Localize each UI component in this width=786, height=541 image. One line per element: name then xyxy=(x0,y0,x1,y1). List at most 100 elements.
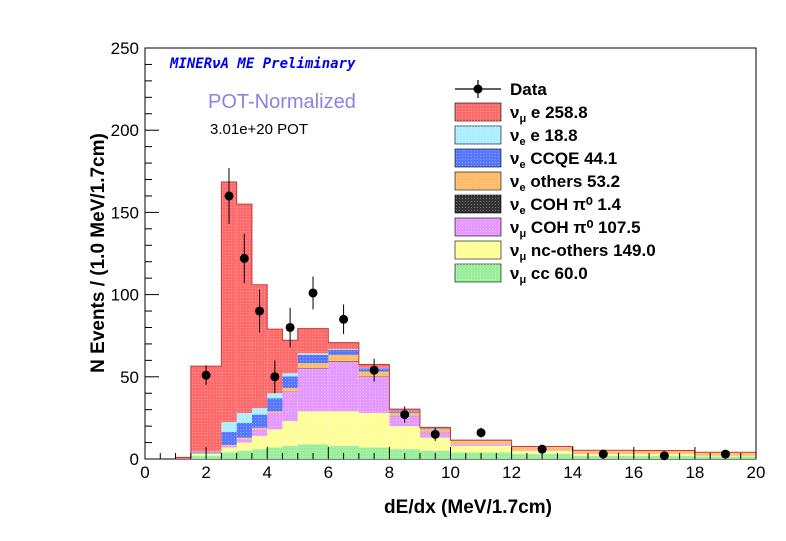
bar-hatch xyxy=(297,354,329,364)
bar-hatch xyxy=(236,442,252,451)
data-point xyxy=(537,444,547,454)
data-point xyxy=(339,314,349,324)
bar-hatch xyxy=(221,447,237,453)
x-tick-label: 12 xyxy=(502,463,521,482)
bar-hatch xyxy=(282,387,298,392)
legend-label: νμ e 258.8 xyxy=(510,103,588,125)
x-tick-label: 2 xyxy=(201,463,210,482)
data-point xyxy=(255,306,265,316)
x-tick-label: 20 xyxy=(747,463,766,482)
bar-hatch xyxy=(450,444,512,446)
bar-hatch xyxy=(450,440,512,445)
bar-hatch xyxy=(267,398,283,412)
y-tick-label: 50 xyxy=(120,368,139,387)
bar-hatch xyxy=(221,422,237,432)
y-tick-label: 250 xyxy=(111,39,139,58)
bar-hatch xyxy=(221,445,237,448)
pot-label: 3.01e+20 POT xyxy=(210,121,308,138)
legend-label: νμ nc-others 149.0 xyxy=(510,241,656,263)
data-point xyxy=(239,253,249,263)
bar-hatch xyxy=(267,429,283,448)
bar-hatch xyxy=(419,437,451,451)
bar-hatch xyxy=(328,362,359,412)
x-tick-label: 8 xyxy=(385,463,394,482)
bar-hatch xyxy=(282,376,298,388)
legend-swatch-hatch xyxy=(455,195,501,213)
y-tick-label: 100 xyxy=(111,286,139,305)
bar-hatch xyxy=(236,450,252,459)
bar-hatch xyxy=(282,340,298,374)
legend-swatch-hatch xyxy=(455,172,501,190)
x-axis-title: dE/dx (MeV/1.7cm) xyxy=(384,497,552,518)
bar-hatch xyxy=(328,342,359,350)
bar-hatch xyxy=(328,411,359,446)
data-point xyxy=(369,365,379,375)
bar-hatch xyxy=(282,445,298,459)
bar-hatch xyxy=(236,437,252,440)
legend-data-marker xyxy=(473,84,483,94)
legend-label: νμ COH π⁰ 107.5 xyxy=(510,218,641,240)
x-tick-label: 18 xyxy=(685,463,704,482)
bar-hatch xyxy=(221,181,237,423)
x-tick-label: 10 xyxy=(441,463,460,482)
bar-hatch xyxy=(251,449,268,459)
bar-hatch xyxy=(282,391,298,422)
banner-text: MINERνA ME Preliminary xyxy=(169,56,356,72)
data-points xyxy=(201,168,730,461)
stack-outline xyxy=(175,181,757,459)
legend: Data νμ e 258.8νe e 18.8νe CCQE 44.1νe ot… xyxy=(454,80,656,286)
data-point xyxy=(201,370,211,380)
y-tick-label: 200 xyxy=(111,121,139,140)
bar-hatch xyxy=(251,427,268,430)
data-point xyxy=(285,322,295,332)
legend-label: νμ cc 60.0 xyxy=(510,264,588,286)
bar-hatch xyxy=(389,426,420,450)
bar-hatch xyxy=(328,350,359,355)
bar-hatch xyxy=(221,445,237,446)
bar-hatch xyxy=(358,412,390,448)
bar-hatch xyxy=(282,421,298,446)
y-axis-title: N Events / (1.0 MeV/1.7cm) xyxy=(88,133,109,373)
bar-hatch xyxy=(267,447,283,459)
bar-hatch xyxy=(236,439,252,443)
bar-hatch xyxy=(297,363,329,369)
data-point xyxy=(430,429,440,439)
x-tick-label: 14 xyxy=(563,463,582,482)
bar-hatch xyxy=(450,445,512,453)
bar-hatch xyxy=(297,444,329,459)
legend-label: νe e 18.8 xyxy=(510,126,578,148)
legend-label: Data xyxy=(510,80,547,99)
legend-swatch-hatch xyxy=(455,264,501,282)
bar-hatch xyxy=(236,412,252,423)
bar-hatch xyxy=(328,354,359,362)
y-tick-label: 150 xyxy=(111,203,139,222)
subtitle-text: POT-Normalized xyxy=(208,91,356,113)
bar-hatch xyxy=(297,368,329,412)
bar-hatch xyxy=(236,422,252,438)
x-tick-label: 0 xyxy=(140,463,149,482)
bar-hatch xyxy=(328,445,359,459)
legend-swatch-hatch xyxy=(455,218,501,236)
bar-hatch xyxy=(251,429,268,436)
legend-swatch-hatch xyxy=(455,149,501,167)
legend-label: νe others 53.2 xyxy=(510,172,620,194)
bar-hatch xyxy=(297,411,329,445)
bar-hatch xyxy=(267,412,283,430)
legend-swatch-hatch xyxy=(455,103,501,121)
bar-hatch xyxy=(251,414,268,428)
bar-hatch xyxy=(251,435,268,450)
bar-hatch xyxy=(267,393,283,399)
data-point xyxy=(270,372,280,382)
bar-hatch xyxy=(297,328,329,354)
bar-hatch xyxy=(358,376,390,413)
bar-hatch xyxy=(251,284,268,409)
data-point xyxy=(224,191,234,201)
bar-hatch xyxy=(297,353,329,355)
data-point xyxy=(400,410,410,420)
bar-hatch xyxy=(221,452,237,459)
bar-hatch xyxy=(221,431,237,446)
x-tick-label: 6 xyxy=(324,463,333,482)
legend-swatch-hatch xyxy=(455,126,501,144)
